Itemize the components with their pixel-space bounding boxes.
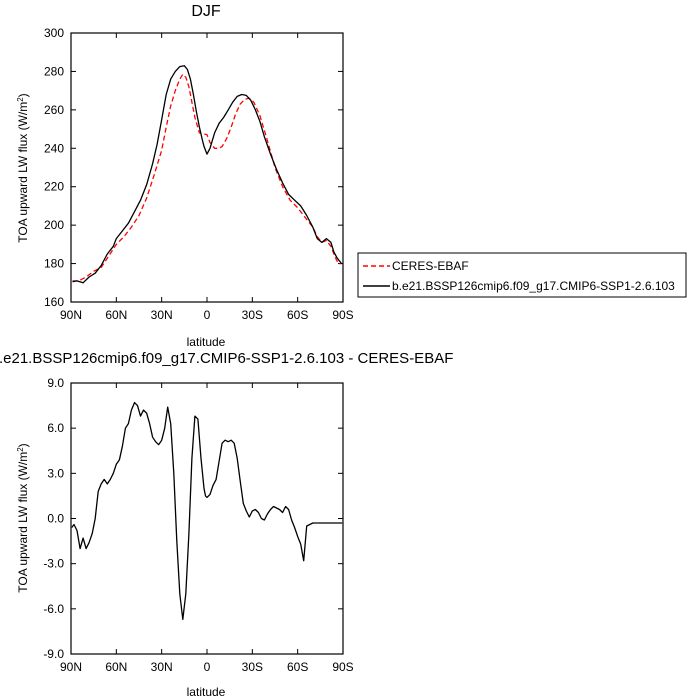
bottom-chart-series bbox=[71, 401, 343, 621]
y-tick-label: -9.0 bbox=[43, 647, 64, 661]
top-chart-legend: CERES-EBAF b.e21.BSSP126cmip6.f09_g17.CM… bbox=[357, 252, 687, 298]
y-tick-label: 180 bbox=[44, 257, 64, 271]
bottom-chart-y-label-sup: 2 bbox=[16, 447, 25, 452]
top-chart-y-label: TOA upward LW flux (W/m2) bbox=[16, 93, 30, 242]
bottom-chart-title: b.e21.BSSP126cmip6.f09_g17.CMIP6-SSP1-2.… bbox=[0, 350, 453, 367]
top-chart-series bbox=[72, 65, 343, 284]
top-chart-y-label-sup: 2 bbox=[16, 97, 25, 102]
x-tick-label: 90N bbox=[60, 660, 82, 674]
series-line-ceres-ebaf bbox=[72, 73, 342, 282]
y-tick-label: 6.0 bbox=[47, 421, 64, 435]
y-tick-label: 3.0 bbox=[47, 466, 64, 480]
bottom-chart-y-label-text: TOA upward LW flux (W/m bbox=[16, 452, 30, 593]
legend-label-model: b.e21.BSSP126cmip6.f09_g17.CMIP6-SSP1-2.… bbox=[392, 279, 675, 293]
x-tick-label: 30S bbox=[242, 660, 263, 674]
bottom-chart-x-label: latitude bbox=[187, 685, 226, 699]
y-tick-label: 220 bbox=[44, 180, 64, 194]
bottom-chart: b.e21.BSSP126cmip6.f09_g17.CMIP6-SSP1-2.… bbox=[0, 350, 453, 699]
series-line-model bbox=[72, 65, 343, 284]
x-tick-label: 90N bbox=[60, 308, 82, 322]
top-chart-y-label-close: ) bbox=[16, 93, 30, 97]
y-tick-label: 300 bbox=[44, 26, 64, 40]
bottom-chart-frame bbox=[70, 382, 344, 655]
y-tick-label: 240 bbox=[44, 141, 64, 155]
x-tick-label: 60N bbox=[105, 660, 127, 674]
y-tick-label: 0.0 bbox=[47, 512, 64, 526]
series-line-difference bbox=[71, 401, 343, 621]
top-chart-x-label: latitude bbox=[187, 335, 226, 349]
y-tick-label: 160 bbox=[44, 295, 64, 309]
x-tick-label: 60S bbox=[287, 660, 308, 674]
legend-label-ceres: CERES-EBAF bbox=[392, 259, 469, 273]
bottom-chart-y-label-close: ) bbox=[16, 443, 30, 447]
top-chart-title: DJF bbox=[191, 3, 221, 20]
legend-box bbox=[357, 252, 687, 298]
x-tick-label: 0 bbox=[204, 308, 211, 322]
x-tick-label: 30N bbox=[151, 308, 173, 322]
y-tick-label: 9.0 bbox=[47, 376, 64, 390]
x-tick-label: 90S bbox=[332, 660, 353, 674]
top-chart-x-axis: 90N 60N 30N 0 30S 60S 90S bbox=[60, 33, 354, 322]
x-tick-label: 30S bbox=[242, 308, 263, 322]
y-tick-label: 260 bbox=[44, 103, 64, 117]
top-chart: DJF 160 180 200 220 240 260 280 300 90N 60N 30N 0 3… bbox=[16, 3, 687, 349]
y-tick-label: 280 bbox=[44, 64, 64, 78]
top-chart-y-axis: 160 180 200 220 240 260 280 300 bbox=[44, 26, 343, 309]
y-tick-label: -3.0 bbox=[43, 557, 64, 571]
x-tick-label: 60N bbox=[105, 308, 127, 322]
y-tick-label: -6.0 bbox=[43, 602, 64, 616]
bottom-chart-y-label: TOA upward LW flux (W/m2) bbox=[16, 443, 30, 592]
y-tick-label: 200 bbox=[44, 218, 64, 232]
x-tick-label: 90S bbox=[332, 308, 353, 322]
bottom-chart-x-axis: 90N 60N 30N 0 30S 60S 90S bbox=[60, 383, 354, 674]
bottom-chart-y-axis: 9.0 6.0 3.0 0.0 -3.0 -6.0 -9.0 bbox=[43, 376, 343, 661]
top-chart-y-label-text: TOA upward LW flux (W/m bbox=[16, 102, 30, 243]
x-tick-label: 30N bbox=[151, 660, 173, 674]
top-chart-frame bbox=[70, 32, 344, 303]
x-tick-label: 0 bbox=[204, 660, 211, 674]
x-tick-label: 60S bbox=[287, 308, 308, 322]
